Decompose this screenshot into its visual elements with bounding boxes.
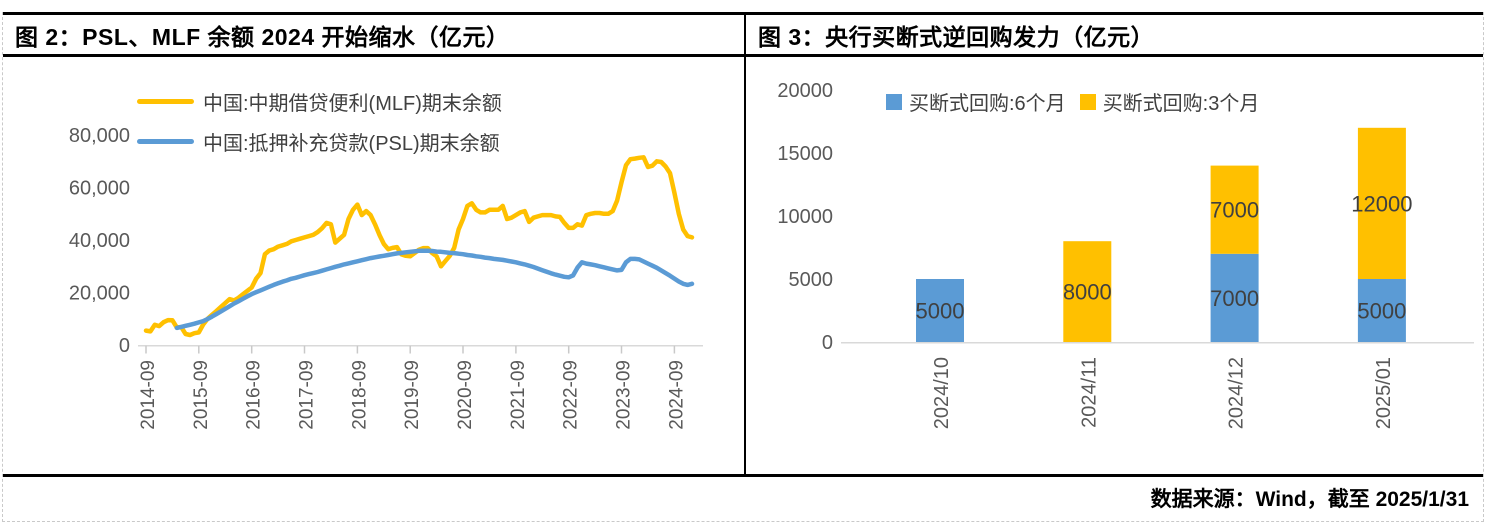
x-tick-label: 2021-09 [508, 360, 529, 430]
x-tick-label: 2017-09 [297, 360, 318, 430]
x-tick-label: 2024-09 [666, 360, 687, 430]
bar-data-label: 7000 [1210, 198, 1259, 223]
line-chart-legend: 中国:中期借贷便利(MLF)期末余额 中国:抵押补充贷款(PSL)期末余额 [137, 81, 502, 161]
x-tick-label: 2019-09 [402, 360, 423, 430]
repo6m-bar-segment [916, 279, 964, 342]
bar-data-label: 12000 [1351, 191, 1412, 216]
mlf-legend-label: 中国:中期借贷便利(MLF)期末余额 [203, 92, 502, 115]
y-tick-label: 15000 [777, 143, 833, 165]
figure-sheet: 图 2：PSL、MLF 余额 2024 开始缩水（亿元） 图 3：央行买断式逆回… [2, 12, 1484, 522]
psl-legend-label: 中国:抵押补充贷款(PSL)期末余额 [203, 132, 500, 155]
bar-data-label: 7000 [1210, 286, 1259, 311]
y-tick-label: 60,000 [69, 178, 130, 200]
legend-item-repo-6m: 买断式回购:6个月 [886, 87, 1066, 116]
repo-3m-square-swatch-icon [1079, 93, 1096, 110]
legend-item-repo-3m: 买断式回购:3个月 [1079, 87, 1260, 116]
x-tick-label: 2024/12 [1226, 357, 1248, 429]
bar-chart-svg: 0 5000 10000 15000 20000 5000 2024/10 8000 2024/… [777, 80, 1474, 429]
repo-3m-legend-label: 买断式回购:3个月 [1102, 93, 1260, 115]
repo-6m-square-swatch-icon [886, 93, 902, 110]
reverse-repo-bar-chart: 0 5000 10000 15000 20000 5000 2024/10 8000 2024/… [746, 57, 1483, 474]
x-tick-label: 2022-09 [561, 360, 582, 430]
bar-data-label: 8000 [1063, 280, 1112, 305]
y-tick-label: 10000 [777, 206, 833, 228]
bar-data-label: 5000 [916, 299, 965, 324]
y-tick-label: 0 [822, 332, 833, 354]
x-tick-label: 2020-09 [455, 360, 476, 430]
x-tick-label: 2015-09 [191, 360, 212, 430]
repo3m-bar-segment [1357, 127, 1406, 279]
mlf-psl-line-chart: 0 20,000 40,000 60,000 80,000 2014-09 2015-09 2… [3, 57, 746, 474]
x-tick-label: 2018-09 [349, 360, 370, 430]
repo6m-bar-segment [1357, 279, 1406, 342]
y-tick-label: 0 [119, 335, 130, 357]
repo3m-bar-segment [1063, 241, 1112, 342]
y-tick-label: 40,000 [69, 230, 130, 252]
x-tick-label: 2023-09 [614, 360, 635, 430]
psl-line-swatch-icon [137, 138, 194, 144]
repo3m-bar-segment [1210, 165, 1259, 254]
bar-data-label: 5000 [1357, 299, 1406, 324]
y-tick-label: 5000 [789, 269, 834, 291]
y-tick-label: 20,000 [69, 283, 130, 305]
legend-item-mlf: 中国:中期借贷便利(MLF)期末余额 [137, 81, 502, 121]
x-tick-label: 2025/01 [1373, 357, 1395, 429]
right-chart-title: 图 3：央行买断式逆回购发力（亿元） [758, 23, 1155, 50]
legend-item-psl: 中国:抵押补充贷款(PSL)期末余额 [137, 121, 502, 161]
y-tick-label: 20000 [777, 80, 833, 102]
x-tick-label: 2024/10 [931, 357, 953, 429]
left-chart-title: 图 2：PSL、MLF 余额 2024 开始缩水（亿元） [3, 15, 746, 54]
repo-6m-legend-label: 买断式回购:6个月 [909, 93, 1066, 115]
x-tick-label: 2024/11 [1078, 357, 1100, 428]
data-source-note: 数据来源：Wind，截至 2025/1/31 [1150, 488, 1469, 511]
x-tick-label: 2014-09 [138, 360, 159, 430]
charts-row: 0 20,000 40,000 60,000 80,000 2014-09 2015-09 2… [3, 57, 1483, 477]
psl-line [174, 248, 695, 331]
figure-title-row: 图 2：PSL、MLF 余额 2024 开始缩水（亿元） 图 3：央行买断式逆回… [3, 12, 1483, 57]
y-tick-label: 80,000 [69, 125, 130, 147]
bar-chart-legend: 买断式回购:6个月 买断式回购:3个月 [886, 87, 1259, 116]
mlf-line-swatch-icon [137, 98, 194, 104]
line-chart-svg: 0 20,000 40,000 60,000 80,000 2014-09 2015-09 2… [69, 125, 703, 430]
x-tick-label: 2016-09 [244, 360, 265, 430]
repo6m-bar-segment [1210, 253, 1259, 342]
